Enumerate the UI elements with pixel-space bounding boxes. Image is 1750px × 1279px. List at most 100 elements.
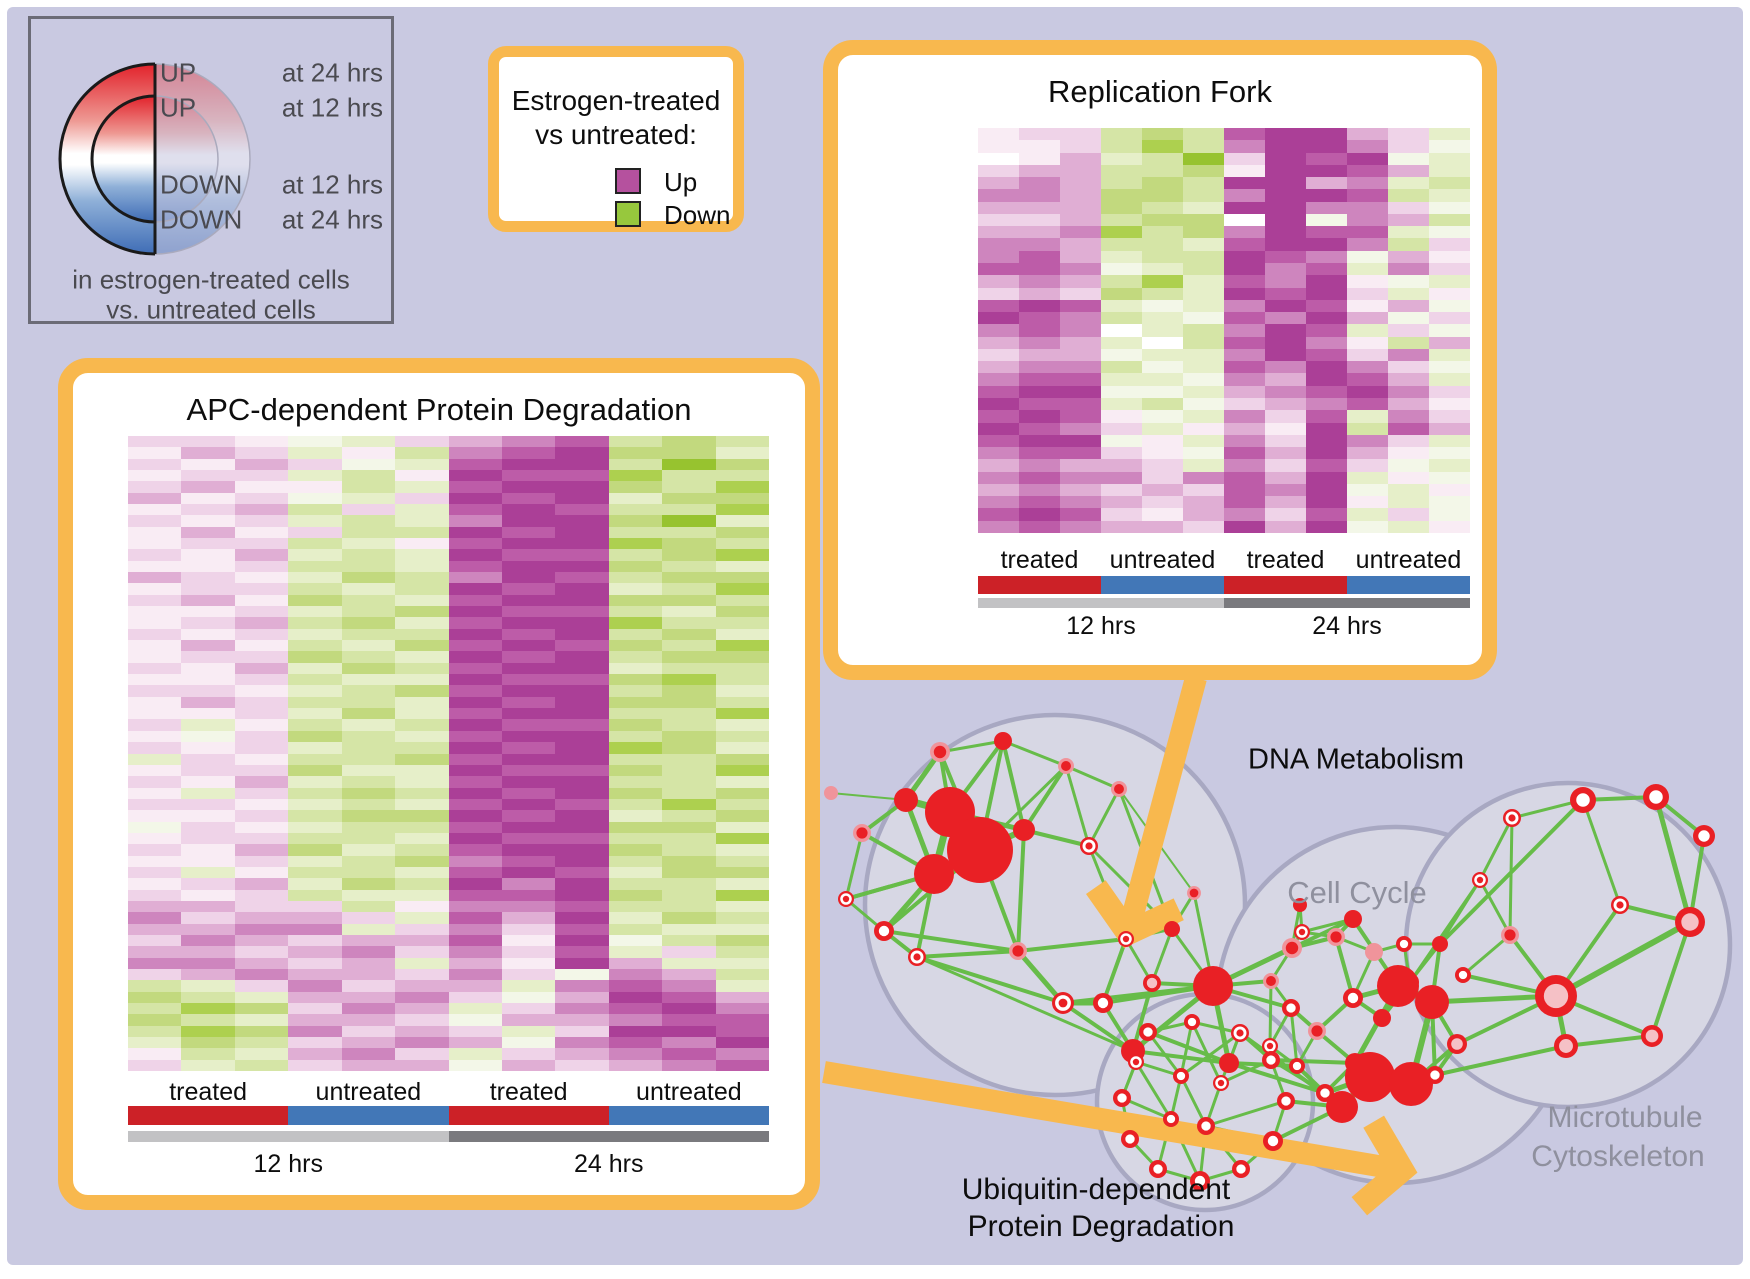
heatmap-cell xyxy=(1019,152,1060,165)
heatmap-cell xyxy=(1142,336,1183,349)
heatmap-cell xyxy=(555,821,609,833)
heatmap-cell xyxy=(341,934,396,947)
heatmap-cell xyxy=(181,889,235,901)
heatmap-cell xyxy=(555,674,609,686)
network-edge xyxy=(1478,816,1514,882)
heatmap-cell xyxy=(715,640,769,652)
heatmap-cell xyxy=(978,496,1019,509)
heatmap-cell xyxy=(1019,140,1060,153)
heatmap-cell xyxy=(128,594,182,607)
heatmap-cell xyxy=(395,798,449,811)
treatment-bar xyxy=(1347,576,1470,594)
heatmap-cell xyxy=(448,606,502,618)
apc-group-labels: treated untreated treated untreated xyxy=(128,1078,769,1108)
heatmap-cell xyxy=(608,583,663,595)
heatmap-cell xyxy=(1142,508,1183,521)
heatmap-cell xyxy=(1224,164,1265,178)
heatmap-cell xyxy=(341,787,396,799)
heatmap-cell xyxy=(181,685,235,697)
heatmap-cell xyxy=(555,1014,609,1026)
heatmap-cell xyxy=(341,1002,396,1015)
heatmap-cell xyxy=(181,1025,235,1037)
heatmap-cell xyxy=(341,810,396,822)
heatmap-cell xyxy=(1101,201,1142,214)
heatmap-cell xyxy=(128,957,182,969)
rf-time-labels: 12 hrs 24 hrs xyxy=(978,612,1470,642)
heatmap-cell xyxy=(662,651,716,663)
heatmap-cell xyxy=(662,685,716,697)
heatmap-cell xyxy=(448,617,502,629)
heatmap-cell xyxy=(1142,520,1183,533)
heatmap-cell xyxy=(288,787,342,799)
heatmap-cell xyxy=(288,606,342,618)
heatmap-cell xyxy=(1142,496,1183,509)
heatmap-cell xyxy=(1265,299,1306,313)
heatmap-cell xyxy=(1347,410,1388,423)
heatmap-cell xyxy=(608,708,663,720)
heatmap-cell xyxy=(715,504,769,516)
heatmap-cell xyxy=(395,1059,449,1071)
heatmap-cell xyxy=(978,471,1019,484)
heatmap-cell xyxy=(978,213,1019,227)
heatmap-cell xyxy=(1265,471,1306,484)
heatmap-cell xyxy=(1224,250,1265,263)
heatmap-cell xyxy=(555,515,609,527)
heatmap-cell xyxy=(608,606,663,618)
heatmap-cell xyxy=(234,628,289,641)
heatmap-cell xyxy=(501,708,556,720)
heatmap-cell xyxy=(662,470,716,482)
heatmap-cell xyxy=(181,878,235,890)
heatmap-cell xyxy=(555,458,609,471)
heatmap-cell xyxy=(501,832,556,845)
heatmap-cell xyxy=(1347,177,1388,190)
heatmap-cell xyxy=(234,776,289,788)
heatmap-cell xyxy=(1429,471,1470,484)
heatmap-cell xyxy=(1224,348,1265,362)
heatmap-cell xyxy=(978,373,1019,386)
heatmap-cell xyxy=(1306,410,1347,423)
heatmap-cell xyxy=(1388,201,1429,214)
heatmap-cell xyxy=(715,946,769,958)
network-node-inner xyxy=(1143,1027,1153,1037)
heatmap-cell xyxy=(1183,397,1224,411)
heatmap-cell xyxy=(1265,348,1306,362)
network-node xyxy=(1377,965,1419,1007)
heatmap-cell xyxy=(341,980,396,992)
heatmap-cell xyxy=(181,742,235,754)
heatmap-cell xyxy=(448,787,502,799)
heatmap-cell xyxy=(288,832,342,845)
apc-treatment-bars xyxy=(128,1106,769,1125)
heatmap-cell xyxy=(1019,189,1060,202)
network-node-core xyxy=(1217,1079,1225,1087)
heatmap-cell xyxy=(1306,373,1347,386)
treatment-bar xyxy=(1224,576,1347,594)
network-node-inner xyxy=(1097,997,1109,1009)
heatmap-cell xyxy=(1347,324,1388,337)
heatmap-cell xyxy=(1265,189,1306,202)
cycle-legend-time: at 24 hrs xyxy=(281,57,383,88)
heatmap-cell xyxy=(715,957,769,969)
heatmap-cell xyxy=(662,821,716,833)
heatmap-cell xyxy=(1388,164,1429,178)
heatmap-cell xyxy=(341,515,396,527)
heatmap-cell xyxy=(1019,164,1060,178)
heatmap-cell xyxy=(1183,373,1224,386)
heatmap-cell xyxy=(341,1048,396,1060)
heatmap-cell xyxy=(1306,508,1347,521)
apc-panel-title: APC-dependent Protein Degradation xyxy=(186,392,692,427)
heatmap-cell xyxy=(1183,275,1224,288)
heatmap-cell xyxy=(1224,152,1265,165)
treatment-bar xyxy=(1101,576,1224,594)
heatmap-cell xyxy=(1060,483,1101,497)
heatmap-cell xyxy=(181,957,235,969)
heatmap-cell xyxy=(448,798,502,811)
heatmap-cell xyxy=(234,912,289,924)
heatmap-cell xyxy=(555,594,609,607)
heatmap-cell xyxy=(715,606,769,618)
heatmap-cell xyxy=(662,957,716,969)
heatmap-cell xyxy=(978,128,1019,141)
heatmap-cell xyxy=(1224,287,1265,300)
heatmap-cell xyxy=(608,538,663,550)
heatmap-cell xyxy=(181,1059,235,1071)
heatmap-cell xyxy=(1060,312,1101,325)
